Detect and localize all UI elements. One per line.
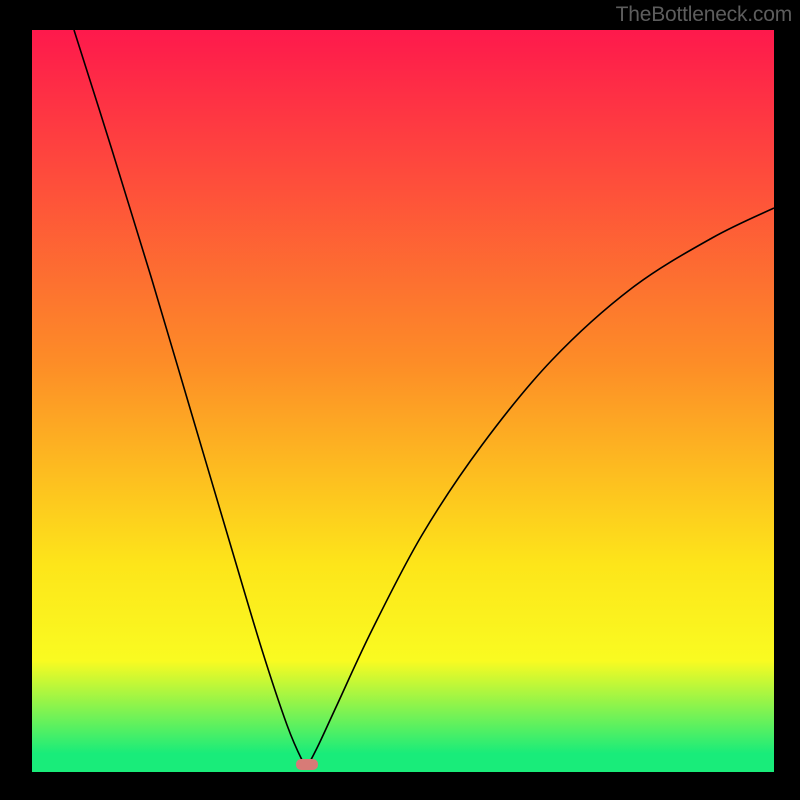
chart-outer: TheBottleneck.com [0,0,800,800]
plot-area [32,30,774,772]
bottleneck-curve [32,30,774,772]
optimal-marker [296,759,318,770]
watermark-text: TheBottleneck.com [616,3,792,27]
